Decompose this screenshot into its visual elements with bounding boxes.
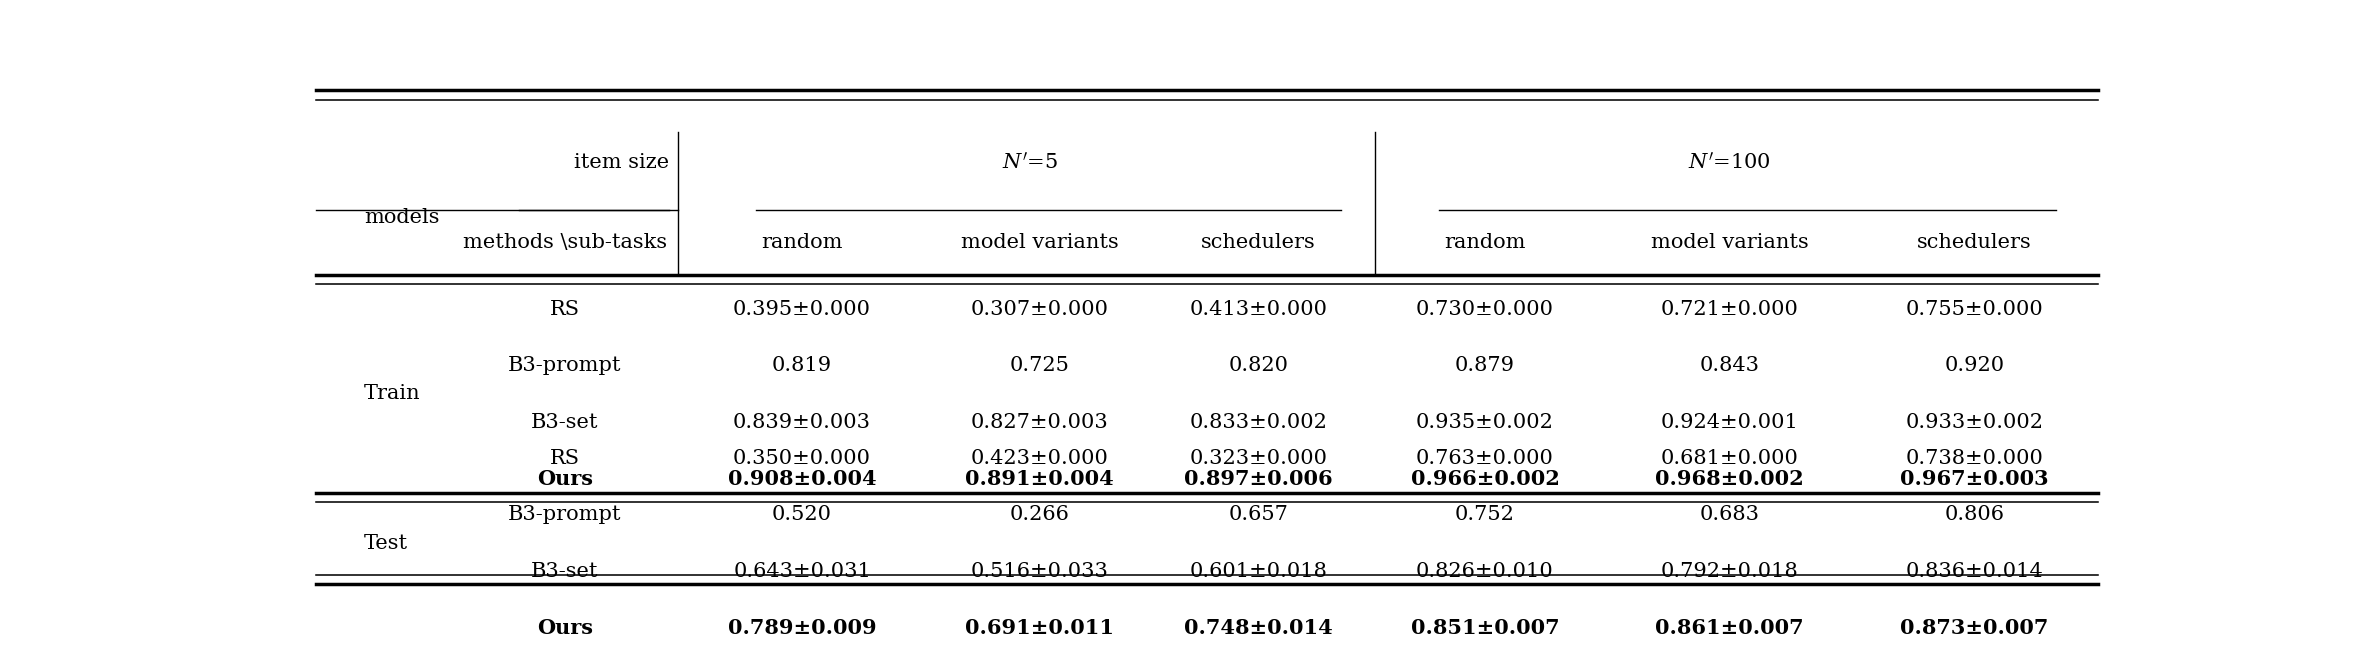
Text: B3-prompt: B3-prompt (509, 505, 622, 524)
Text: 0.820: 0.820 (1227, 356, 1289, 375)
Text: 0.395±0.000: 0.395±0.000 (733, 299, 872, 319)
Text: 0.935±0.002: 0.935±0.002 (1416, 413, 1555, 432)
Text: 0.908±0.004: 0.908±0.004 (728, 469, 876, 489)
Text: 0.520: 0.520 (773, 505, 832, 524)
Text: $N'$=100: $N'$=100 (1689, 152, 1772, 173)
Text: 0.266: 0.266 (1008, 505, 1070, 524)
Text: 0.601±0.018: 0.601±0.018 (1190, 562, 1326, 581)
Text: item size: item size (575, 153, 669, 172)
Text: 0.827±0.003: 0.827±0.003 (971, 413, 1107, 432)
Text: 0.966±0.002: 0.966±0.002 (1411, 469, 1560, 489)
Text: methods \sub-tasks: methods \sub-tasks (462, 232, 667, 252)
Text: 0.968±0.002: 0.968±0.002 (1656, 469, 1805, 489)
Text: $N'$=5: $N'$=5 (1001, 152, 1058, 173)
Text: Test: Test (363, 534, 408, 552)
Text: 0.423±0.000: 0.423±0.000 (971, 449, 1107, 468)
Text: 0.643±0.031: 0.643±0.031 (733, 562, 872, 581)
Text: 0.833±0.002: 0.833±0.002 (1190, 413, 1326, 432)
Text: 0.730±0.000: 0.730±0.000 (1416, 299, 1555, 319)
Text: random: random (761, 232, 843, 252)
Text: model variants: model variants (1652, 232, 1809, 252)
Text: 0.933±0.002: 0.933±0.002 (1906, 413, 2043, 432)
Text: 0.752: 0.752 (1456, 505, 1515, 524)
Text: RS: RS (549, 449, 580, 468)
Text: model variants: model variants (961, 232, 1119, 252)
Text: 0.657: 0.657 (1227, 505, 1289, 524)
Text: 0.819: 0.819 (773, 356, 832, 375)
Text: random: random (1444, 232, 1527, 252)
Text: 0.861±0.007: 0.861±0.007 (1656, 618, 1805, 638)
Text: 0.307±0.000: 0.307±0.000 (971, 299, 1107, 319)
Text: B3-set: B3-set (530, 413, 598, 432)
Text: models: models (363, 208, 438, 227)
Text: 0.967±0.003: 0.967±0.003 (1899, 469, 2050, 489)
Text: 0.683: 0.683 (1699, 505, 1760, 524)
Text: 0.763±0.000: 0.763±0.000 (1416, 449, 1555, 468)
Text: 0.738±0.000: 0.738±0.000 (1906, 449, 2043, 468)
Text: RS: RS (549, 299, 580, 319)
Text: 0.725: 0.725 (1008, 356, 1070, 375)
Text: Ours: Ours (537, 618, 594, 638)
Text: 0.897±0.006: 0.897±0.006 (1185, 469, 1333, 489)
Text: 0.891±0.004: 0.891±0.004 (966, 469, 1114, 489)
Text: 0.806: 0.806 (1944, 505, 2005, 524)
Text: 0.721±0.000: 0.721±0.000 (1661, 299, 1798, 319)
Text: 0.873±0.007: 0.873±0.007 (1901, 618, 2047, 638)
Text: 0.836±0.014: 0.836±0.014 (1906, 562, 2043, 581)
Text: 0.851±0.007: 0.851±0.007 (1411, 618, 1560, 638)
Text: 0.681±0.000: 0.681±0.000 (1661, 449, 1798, 468)
Text: Train: Train (363, 384, 419, 403)
Text: 0.826±0.010: 0.826±0.010 (1416, 562, 1555, 581)
Text: 0.792±0.018: 0.792±0.018 (1661, 562, 1798, 581)
Text: Ours: Ours (537, 469, 594, 489)
Text: 0.755±0.000: 0.755±0.000 (1906, 299, 2043, 319)
Text: schedulers: schedulers (1918, 232, 2031, 252)
Text: 0.691±0.011: 0.691±0.011 (966, 618, 1114, 638)
Text: 0.843: 0.843 (1699, 356, 1760, 375)
Text: 0.516±0.033: 0.516±0.033 (971, 562, 1107, 581)
Text: 0.350±0.000: 0.350±0.000 (733, 449, 872, 468)
Text: 0.920: 0.920 (1944, 356, 2005, 375)
Text: 0.748±0.014: 0.748±0.014 (1185, 618, 1333, 638)
Text: 0.323±0.000: 0.323±0.000 (1190, 449, 1326, 468)
Text: schedulers: schedulers (1202, 232, 1317, 252)
Text: 0.839±0.003: 0.839±0.003 (733, 413, 872, 432)
Text: 0.924±0.001: 0.924±0.001 (1661, 413, 1798, 432)
Text: B3-set: B3-set (530, 562, 598, 581)
Text: 0.413±0.000: 0.413±0.000 (1190, 299, 1326, 319)
Text: 0.879: 0.879 (1456, 356, 1515, 375)
Text: 0.789±0.009: 0.789±0.009 (728, 618, 876, 638)
Text: B3-prompt: B3-prompt (509, 356, 622, 375)
